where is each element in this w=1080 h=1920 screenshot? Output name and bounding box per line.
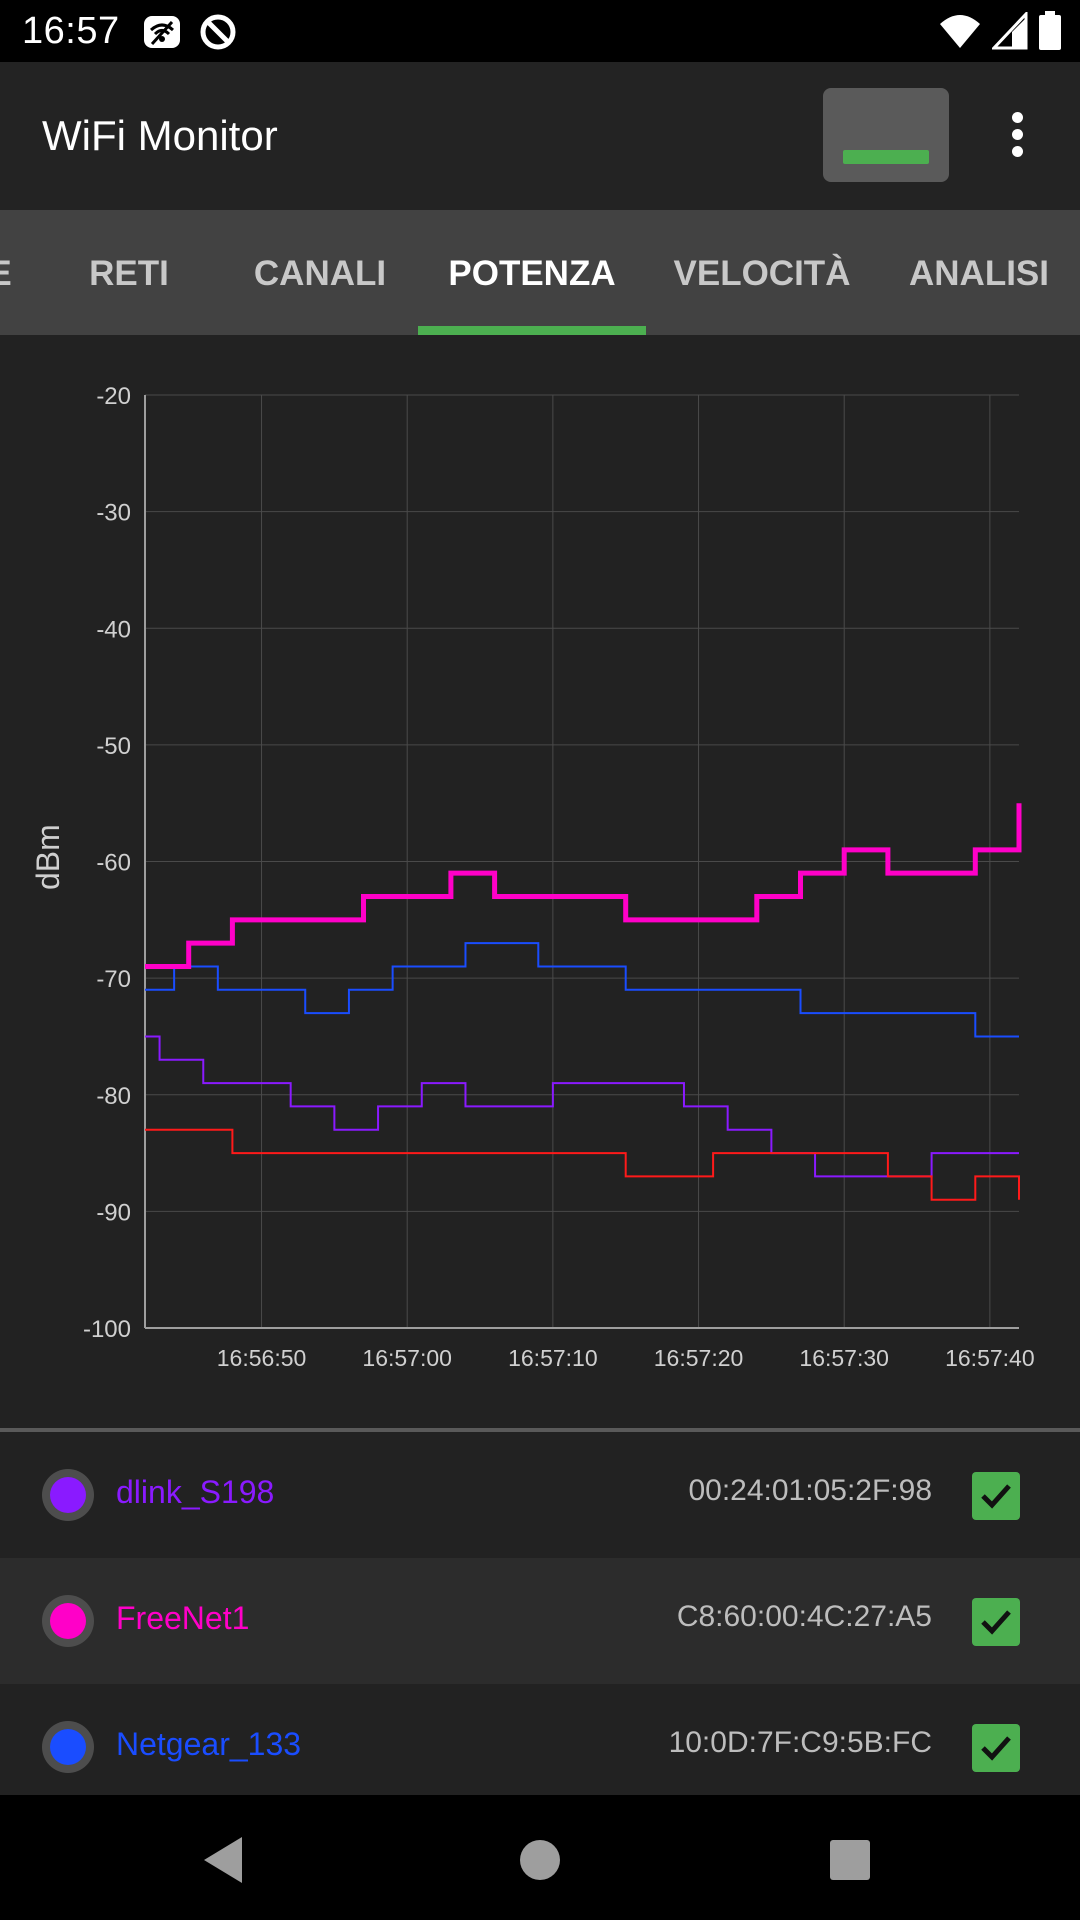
network-mac: 10:0D:7F:C9:5B:FC — [668, 1726, 932, 1759]
x-tick-label: 16:57:00 — [362, 1345, 452, 1371]
series-line-netgear-133 — [145, 942, 1019, 1038]
chart-divider — [0, 1428, 1080, 1432]
series-line-unnamed — [145, 1128, 1020, 1201]
series-line-freenet1 — [145, 803, 1022, 969]
status-bar: 16:57 — [0, 0, 1080, 62]
chart-svg: -20 -30 -40 -50 -60 -70 -80 -90 -100 16:56:50 16:5… — [83, 383, 1035, 1371]
battery-icon — [1039, 11, 1061, 50]
x-tick-label: 16:57:30 — [799, 1345, 889, 1371]
wifi-notification-icon — [144, 16, 180, 48]
network-mac: 00:24:01:05:2F:98 — [688, 1474, 932, 1507]
checkmark-icon — [981, 1610, 1011, 1635]
checkmark-icon — [981, 1736, 1011, 1761]
network-color-dot — [42, 1595, 94, 1647]
network-row[interactable]: dlink_S198 00:24:01:05:2F:98 — [0, 1432, 1080, 1558]
scan-indicator-bar — [843, 150, 929, 164]
network-name: Netgear_133 — [116, 1726, 302, 1762]
tab-partial[interactable]: E — [0, 210, 20, 335]
network-checkbox[interactable] — [972, 1472, 1020, 1520]
tab-potenza[interactable]: POTENZA — [448, 254, 616, 293]
home-icon[interactable] — [505, 1825, 575, 1895]
x-tick-label: 16:57:20 — [654, 1345, 744, 1371]
network-mac: C8:60:00:4C:27:A5 — [676, 1600, 932, 1633]
status-time: 16:57 — [22, 10, 120, 52]
tab-velocita[interactable]: VELOCITÀ — [673, 254, 851, 293]
network-color-dot — [42, 1721, 94, 1773]
network-name: dlink_S198 — [116, 1474, 275, 1510]
cell-signal-icon — [992, 12, 1028, 50]
network-list: dlink_S198 00:24:01:05:2F:98 FreeNet1 C8… — [0, 1432, 1080, 1810]
y-tick-label: -70 — [96, 966, 131, 993]
active-tab-indicator — [418, 326, 646, 335]
network-row[interactable]: Netgear_133 10:0D:7F:C9:5B:FC — [0, 1684, 1080, 1810]
y-tick-label: -90 — [96, 1199, 131, 1226]
tab-analisi[interactable]: ANALISI — [909, 254, 1049, 293]
recents-icon[interactable] — [815, 1825, 885, 1895]
sync-icon — [200, 14, 236, 50]
y-tick-label: -80 — [96, 1083, 131, 1110]
x-tick-label: 16:57:10 — [508, 1345, 598, 1371]
overflow-menu-icon[interactable] — [1000, 112, 1034, 162]
x-tick-label: 16:56:50 — [217, 1345, 307, 1371]
tab-canali[interactable]: CANALI — [253, 254, 387, 293]
app-title: WiFi Monitor — [42, 112, 278, 159]
checkmark-icon — [981, 1484, 1011, 1509]
back-icon[interactable] — [190, 1825, 260, 1895]
network-row[interactable]: FreeNet1 C8:60:00:4C:27:A5 — [0, 1558, 1080, 1684]
tab-reti[interactable]: RETI — [89, 254, 169, 293]
y-tick-label: -40 — [96, 616, 131, 643]
y-tick-label: -30 — [96, 500, 131, 527]
y-tick-label: -50 — [96, 733, 131, 760]
network-name: FreeNet1 — [116, 1600, 250, 1636]
y-tick-label: -100 — [83, 1316, 131, 1343]
network-checkbox[interactable] — [972, 1598, 1020, 1646]
network-color-dot — [42, 1469, 94, 1521]
tab-bar: E RETI CANALI POTENZA VELOCITÀ ANALISI — [0, 210, 1080, 335]
network-checkbox[interactable] — [972, 1724, 1020, 1772]
y-tick-label: -20 — [96, 383, 131, 410]
y-tick-label: -60 — [96, 850, 131, 877]
scan-toggle-button[interactable] — [823, 88, 949, 182]
wifi-signal-icon — [940, 15, 980, 48]
x-tick-label: 16:57:40 — [945, 1345, 1035, 1371]
navigation-bar — [0, 1795, 1080, 1920]
y-axis-label: dBm — [30, 824, 66, 890]
signal-strength-chart: -20 -30 -40 -50 -60 -70 -80 -90 -100 16:56:50 16:5… — [0, 335, 1080, 1430]
